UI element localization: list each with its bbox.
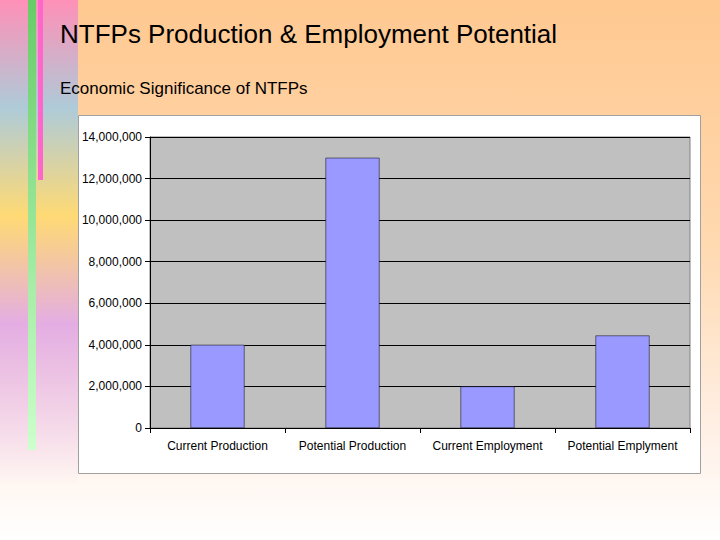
svg-text:2,000,000: 2,000,000: [89, 379, 143, 393]
svg-text:Potential Emplyment: Potential Emplyment: [567, 439, 678, 453]
svg-text:Economic Significance of NTFPs: Economic Significance of NTFPs: [60, 79, 308, 98]
svg-text:NTFPs Production & Employment: NTFPs Production & Employment Potential: [60, 19, 557, 49]
svg-text:8,000,000: 8,000,000: [89, 255, 143, 269]
svg-text:Current Production: Current Production: [167, 439, 268, 453]
svg-text:Current Employment: Current Employment: [432, 439, 543, 453]
svg-text:10,000,000: 10,000,000: [82, 213, 142, 227]
svg-text:12,000,000: 12,000,000: [82, 172, 142, 186]
svg-text:0: 0: [135, 421, 142, 435]
svg-text:6,000,000: 6,000,000: [89, 296, 143, 310]
svg-text:4,000,000: 4,000,000: [89, 338, 143, 352]
svg-text:14,000,000: 14,000,000: [82, 130, 142, 144]
svg-text:Potential Production: Potential Production: [299, 439, 406, 453]
